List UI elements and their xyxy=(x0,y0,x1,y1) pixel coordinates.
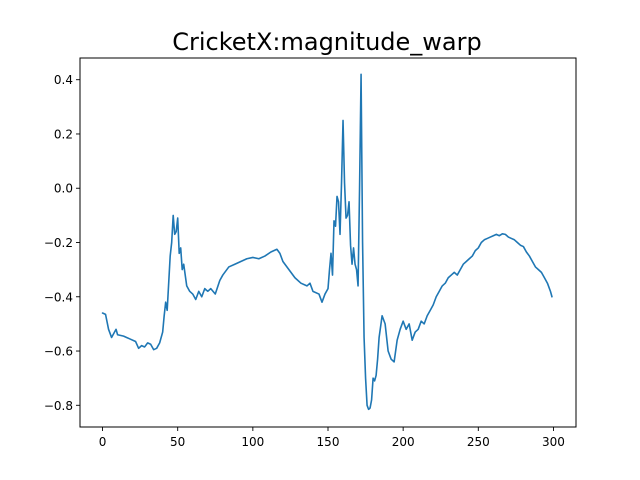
y-tick-label: −0.4 xyxy=(44,290,73,304)
series-line-0 xyxy=(101,73,553,411)
chart-title: CricketX:magnitude_warp xyxy=(172,28,482,56)
y-axis: −0.8 −0.6 −0.4 −0.2 0.0 0.2 0.4 xyxy=(44,73,80,413)
x-tick-label: 250 xyxy=(467,435,490,449)
y-tick-label: 0.4 xyxy=(54,73,73,87)
x-axis: 0 50 100 150 200 250 300 xyxy=(99,427,565,449)
x-tick-label: 300 xyxy=(542,435,565,449)
y-tick-label: −0.6 xyxy=(44,345,73,359)
x-tick-label: 100 xyxy=(241,435,264,449)
y-tick-label: −0.2 xyxy=(44,236,73,250)
series-layer xyxy=(101,73,553,411)
y-tick-label: 0.2 xyxy=(54,127,73,141)
y-tick-label: 0.0 xyxy=(54,182,73,196)
y-tick-label: −0.8 xyxy=(44,399,73,413)
x-tick-label: 150 xyxy=(317,435,340,449)
x-tick-label: 50 xyxy=(170,435,185,449)
x-tick-label: 200 xyxy=(392,435,415,449)
x-tick-label: 0 xyxy=(99,435,107,449)
